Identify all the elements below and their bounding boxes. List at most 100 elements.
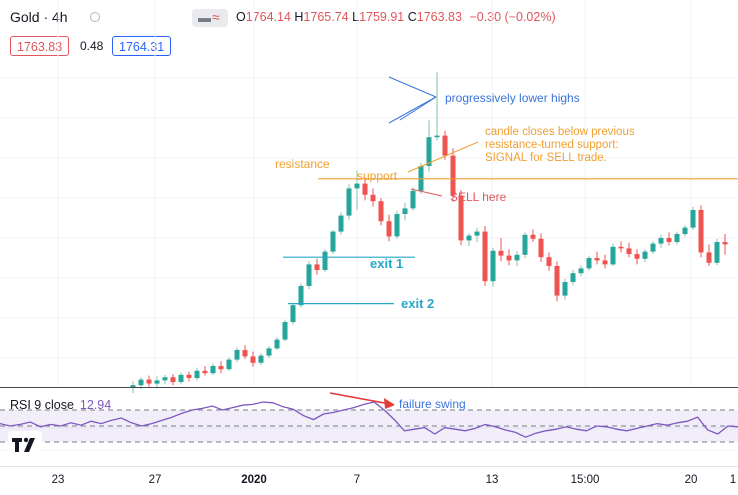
candle: [602, 254, 608, 269]
candle: [386, 214, 392, 242]
candle-body: [642, 251, 648, 259]
candle: [170, 374, 176, 386]
candle-body: [562, 282, 568, 296]
candle-body: [610, 246, 616, 265]
time-tick-label: 15:00: [571, 474, 600, 486]
candle-body: [442, 135, 448, 156]
candle: [450, 148, 456, 202]
candle-body: [602, 260, 608, 265]
candle: [146, 375, 152, 387]
candle-body: [330, 231, 336, 252]
candle-body: [274, 339, 280, 349]
rsi-legend[interactable]: RSI 9 close 12.94: [10, 398, 111, 412]
candle-body: [410, 190, 416, 209]
candle-body: [514, 254, 520, 261]
rsi-pane: [0, 401, 738, 443]
candle-body: [522, 234, 528, 255]
candle: [714, 238, 720, 266]
candle-body: [354, 183, 360, 189]
candle: [674, 231, 680, 245]
exit-1-label: exit 1: [370, 256, 403, 271]
candle: [466, 233, 472, 246]
candle-body: [282, 322, 288, 340]
candle-body: [466, 235, 472, 241]
candle-body: [338, 215, 344, 232]
candle: [650, 241, 656, 254]
time-tick-label: 1: [730, 474, 736, 486]
candle: [570, 270, 576, 286]
candle: [562, 278, 568, 300]
candle-body: [242, 350, 248, 357]
candle: [546, 252, 552, 271]
candle-body: [290, 305, 296, 322]
candle-body: [266, 348, 272, 356]
candle-body: [698, 210, 704, 253]
candle: [554, 261, 560, 302]
candle: [314, 258, 320, 275]
candle: [274, 337, 280, 350]
candle-body: [170, 377, 176, 382]
time-axis[interactable]: 23 27 2020 7 13 15:00 20 1: [52, 474, 737, 486]
candle: [490, 247, 496, 287]
candle-body: [130, 385, 136, 388]
candle-body: [594, 258, 600, 261]
sell-label: SELL here: [450, 190, 507, 204]
ohlc-readout: O1764.14 H1765.74 L1759.91 C1763.83 −0.3…: [236, 10, 556, 24]
candle: [354, 170, 360, 210]
candle: [210, 363, 216, 375]
candle-body: [210, 366, 216, 374]
signal-pointer: [407, 141, 479, 173]
candle-body: [506, 255, 512, 261]
candle: [234, 347, 240, 362]
candle-body: [402, 208, 408, 214]
change-value: −0.30 (−0.02%): [469, 10, 556, 24]
sell-price-button[interactable]: 1763.83: [10, 36, 70, 56]
candle: [338, 212, 344, 235]
candle: [162, 374, 168, 385]
candle: [594, 251, 600, 265]
candle: [538, 233, 544, 262]
candle-body: [482, 231, 488, 282]
open-value: 1764.14: [245, 10, 291, 24]
candle-body: [650, 243, 656, 252]
candle-body: [362, 183, 368, 195]
candle-body: [570, 273, 576, 282]
high-key: H: [294, 10, 304, 24]
candle-body: [538, 238, 544, 258]
time-tick-label: 20: [685, 474, 698, 486]
candle-body: [450, 155, 456, 196]
candle-body: [666, 238, 672, 242]
candle-body: [378, 201, 384, 222]
candle-body: [234, 350, 240, 360]
low-key: L: [352, 10, 360, 24]
candle-body: [618, 246, 624, 249]
candle-body: [226, 359, 232, 370]
compare-toggle-button[interactable]: ▬ ≈: [192, 9, 228, 27]
rsi-line: [0, 401, 738, 438]
candle-body: [218, 366, 224, 370]
candle: [186, 371, 192, 382]
candle: [178, 372, 184, 385]
time-tick-label: 7: [354, 474, 360, 486]
time-tick-label: 2020: [241, 474, 267, 486]
buy-price-button[interactable]: 1764.31: [112, 36, 172, 56]
candle-body: [474, 231, 480, 236]
candle-body: [314, 264, 320, 270]
candle-body: [626, 248, 632, 254]
candle: [658, 234, 664, 248]
candle-body: [178, 374, 184, 382]
candle-body: [530, 234, 536, 239]
candle: [370, 188, 376, 207]
candle: [626, 242, 632, 258]
symbol-title[interactable]: Gold · 4h: [10, 9, 68, 25]
candle: [226, 357, 232, 371]
candle: [578, 265, 584, 277]
candle: [642, 249, 648, 262]
candle: [402, 202, 408, 221]
candle-body: [674, 234, 680, 242]
candle: [666, 232, 672, 246]
high-value: 1765.74: [303, 10, 349, 24]
candle: [482, 226, 488, 286]
candle: [362, 177, 368, 201]
